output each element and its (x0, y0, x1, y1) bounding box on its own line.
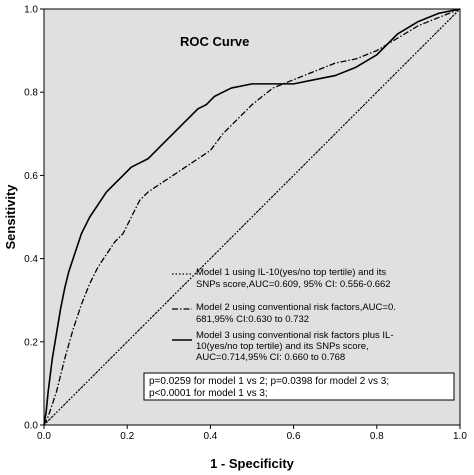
series-line-model-3 (43, 8, 461, 426)
legend-label-model-1-line-2: SNPs score,AUC=0.609, 95% CI: 0.556-0.66… (196, 279, 391, 290)
x-tick-label: 1.0 (453, 431, 467, 442)
x-tick-label: 0.0 (37, 431, 51, 442)
x-axis-label: 1 - Specificity (210, 456, 295, 471)
legend-label-model-3-line-2: 10(yes/no top tertile) and its SNPs scor… (196, 341, 369, 352)
y-tick-label: 0.4 (24, 254, 38, 265)
legend-label-model-1-line-1: Model 1 using IL-10(yes/no top tertile) … (196, 267, 386, 278)
chart-title: ROC Curve (180, 34, 249, 49)
legend-label-model-2-line-1: Model 2 using conventional risk factors,… (196, 302, 396, 313)
series-line-model-1 (43, 8, 461, 426)
p-value-line-1: p=0.0259 for model 1 vs 2; p=0.0398 for … (149, 376, 389, 387)
p-value-line-2: p<0.0001 for model 1 vs 3; (149, 388, 268, 399)
legend-label-model-3-line-1: Model 3 using conventional risk factors … (196, 330, 394, 341)
p-value-box (143, 372, 455, 401)
ticks-layer: 0.0 0.2 0.4 0.6 0.8 1.0 0.0 0.2 0.4 0.6 0.8 1.0 (24, 5, 467, 443)
legend-label-model-2-line-2: 681,95% CI:0.630 to 0.732 (196, 314, 309, 325)
x-tick-label: 0.4 (203, 431, 217, 442)
y-tick-label: 0.2 (24, 337, 38, 348)
x-tick-label: 0.2 (120, 431, 134, 442)
y-tick-label: 0.6 (24, 171, 38, 182)
series-layer (43, 8, 461, 426)
y-tick-label: 0.0 (24, 421, 38, 432)
legend: Model 1 using IL-10(yes/no top tertile) … (172, 267, 396, 363)
legend-label-model-3-line-3: AUC=0.714,95% CI: 0.660 to 0.768 (196, 352, 345, 363)
x-tick-label: 0.6 (287, 431, 301, 442)
y-tick-label: 1.0 (24, 5, 38, 16)
y-axis-label: Sensitivity (3, 184, 18, 250)
y-tick-label: 0.8 (24, 88, 38, 99)
series-line-model-2 (43, 8, 461, 426)
x-tick-label: 0.8 (370, 431, 384, 442)
